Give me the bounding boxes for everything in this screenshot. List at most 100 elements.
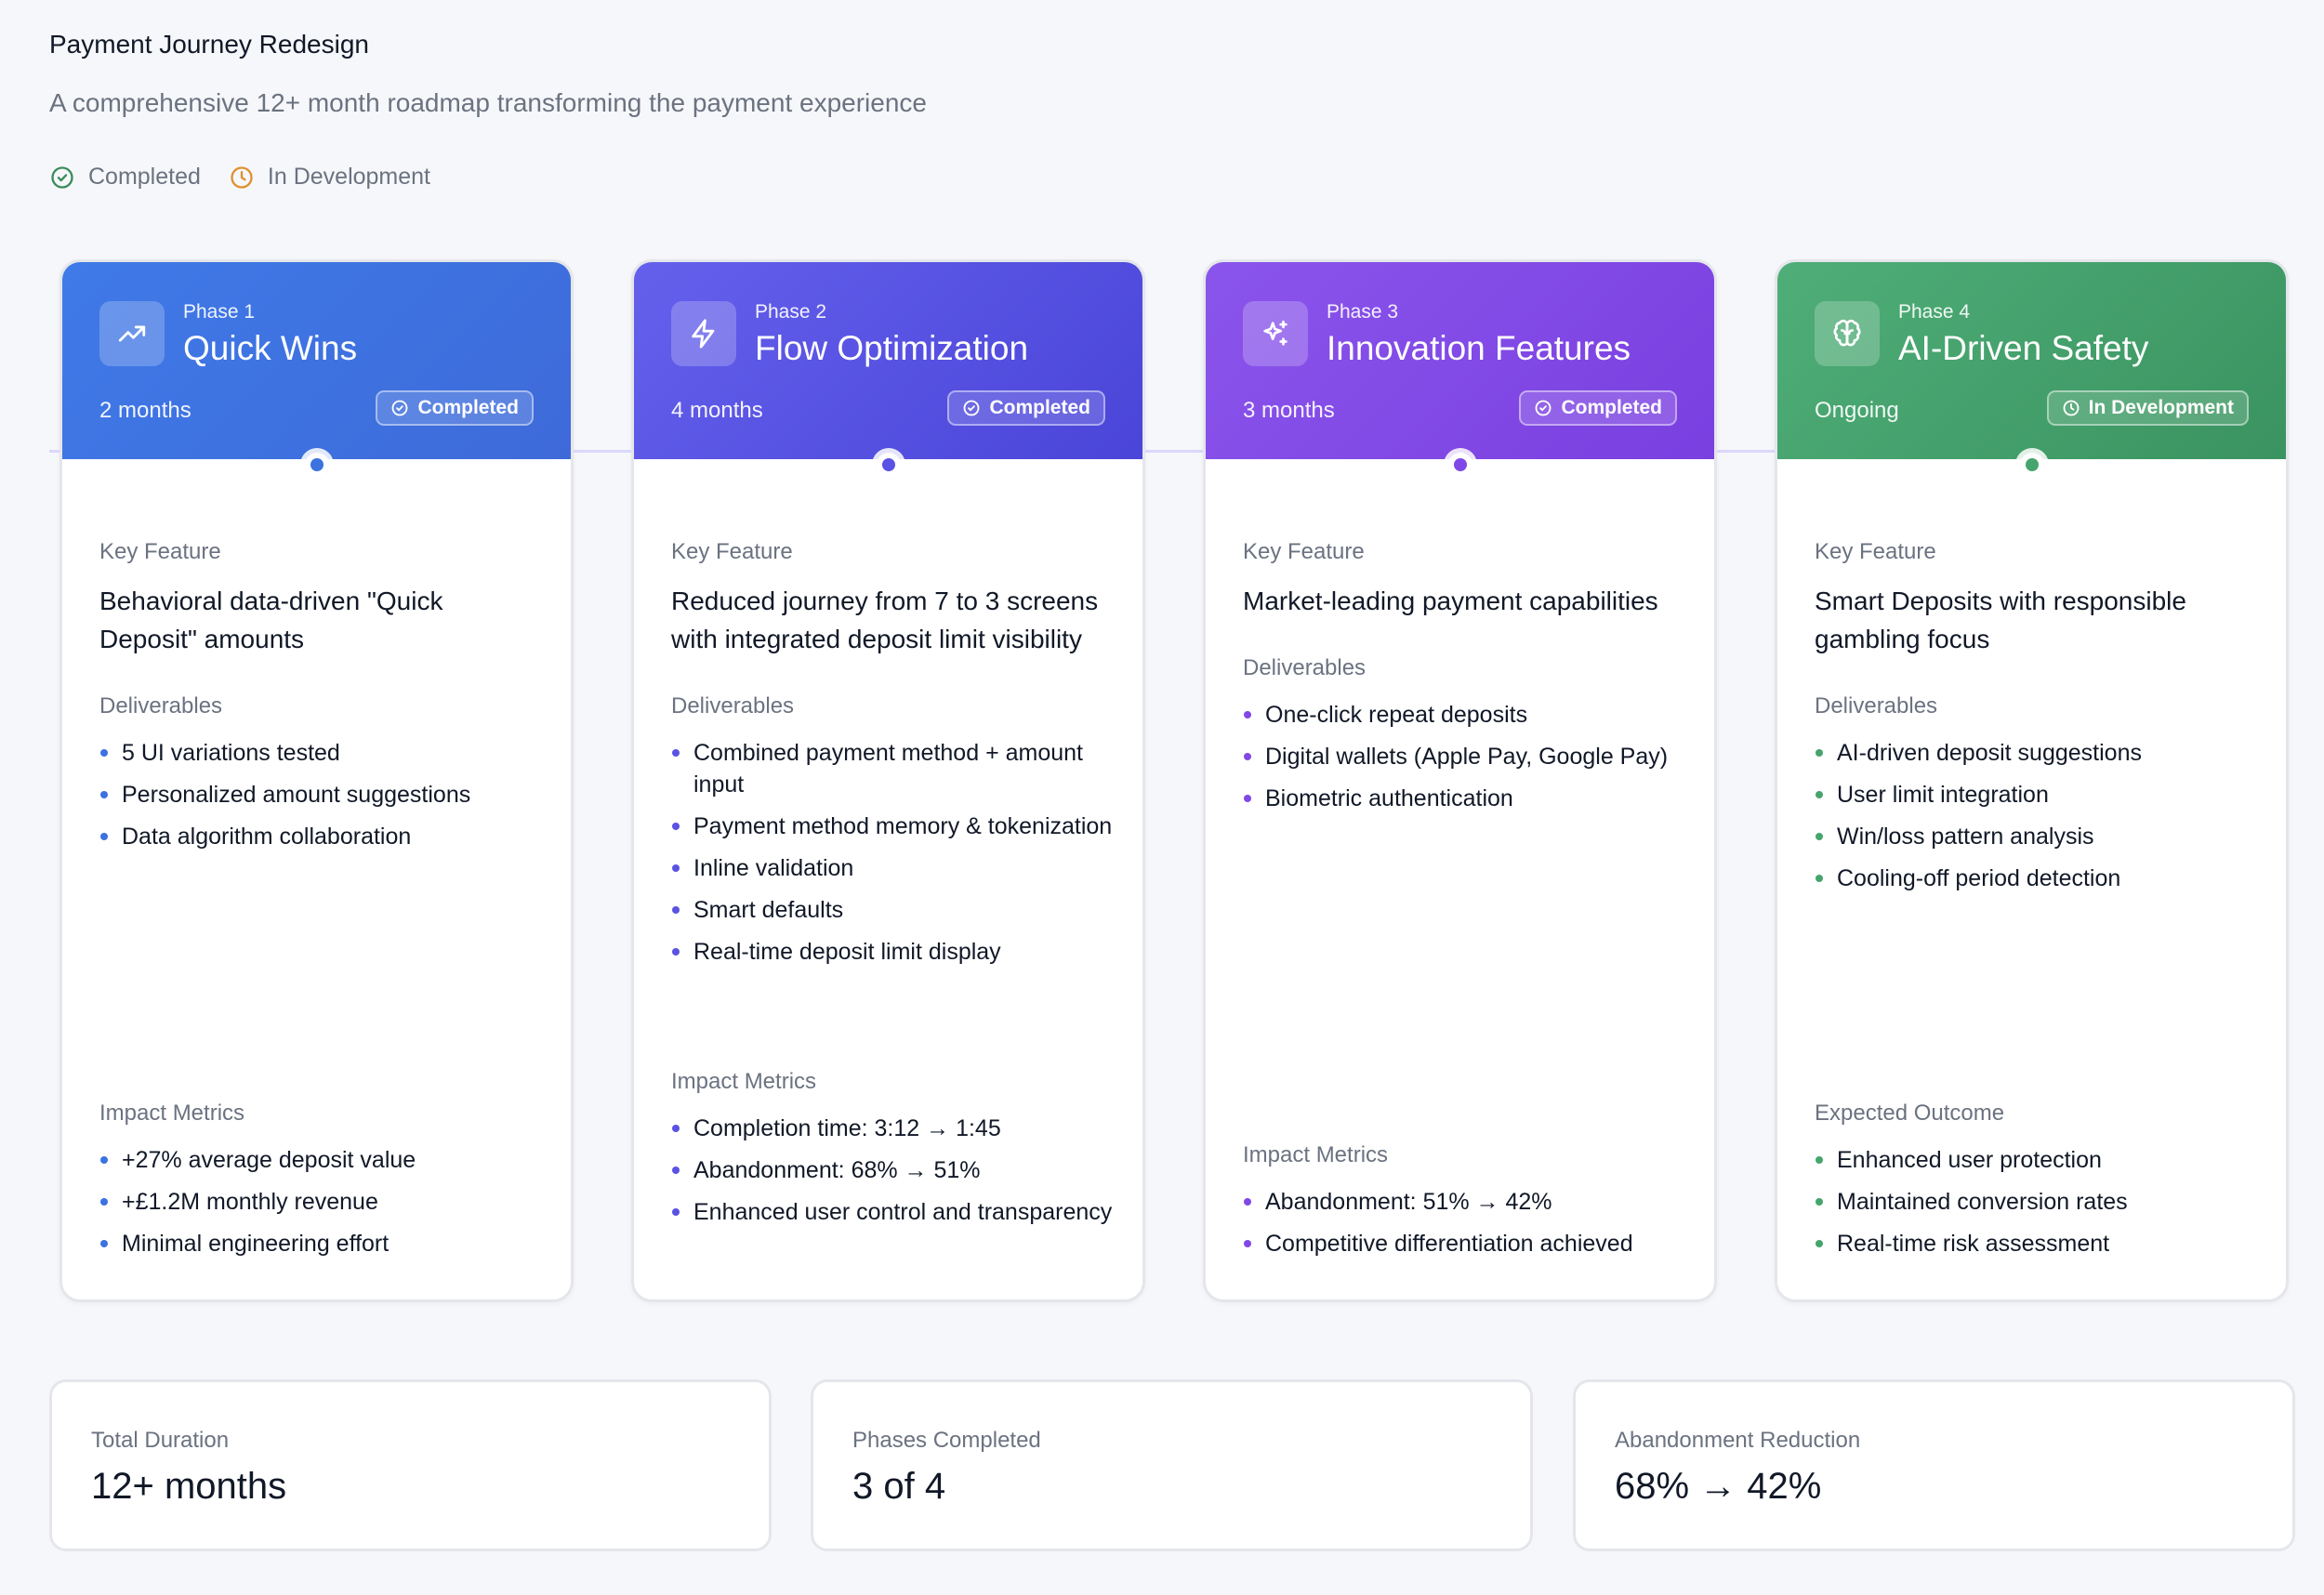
bullet-icon (672, 1208, 680, 1216)
metric-item: Maintained conversion rates (1815, 1186, 2270, 1218)
key-feature-label: Key Feature (99, 539, 221, 564)
deliverables-list: Combined payment method + amount input Pa… (671, 737, 1127, 978)
item-text: Combined payment method + amount input (693, 740, 1083, 798)
phase-duration: 2 months (99, 398, 191, 423)
item-text: Competitive differentiation achieved (1265, 1231, 1633, 1257)
status-badge-label: Completed (1561, 397, 1662, 418)
deliverable-item: Smart defaults (671, 894, 1127, 926)
timeline-dot (1447, 453, 1472, 477)
stat-abandonment-reduction: Abandonment Reduction 68% → 42% (1573, 1379, 2295, 1551)
check-circle-icon (392, 400, 408, 416)
item-text: Personalized amount suggestions (122, 782, 471, 808)
stat-value: 68% → 42% (1615, 1466, 1822, 1507)
deliverable-item: User limit integration (1815, 779, 2270, 811)
key-feature-label: Key Feature (1815, 539, 1936, 564)
metric-item: Real-time risk assessment (1815, 1228, 2270, 1259)
item-text: Data algorithm collaboration (122, 824, 412, 850)
item-text: +27% average deposit value (122, 1147, 416, 1173)
item-text: 5 UI variations tested (122, 740, 340, 766)
item-text: Cooling-off period detection (1837, 865, 2121, 891)
metric-item: Minimal engineering effort (99, 1228, 555, 1259)
deliverables-label: Deliverables (1815, 693, 1938, 718)
phase-card-2: Phase 2 Flow Optimization 4 months Compl… (631, 259, 1145, 1302)
status-badge: In Development (2046, 390, 2249, 426)
stat-value: 12+ months (91, 1466, 287, 1507)
item-text: Smart defaults (693, 897, 844, 923)
trending-up-icon (99, 301, 165, 366)
legend-in-development-label: In Development (267, 164, 431, 190)
bullet-icon (1244, 1240, 1251, 1247)
bullet-icon (1244, 711, 1251, 718)
item-text: Completion time: 3:12 → 1:45 (693, 1115, 1001, 1141)
brain-icon (1815, 301, 1880, 366)
phase-title: AI-Driven Safety (1898, 329, 2149, 367)
stat-label: Total Duration (91, 1428, 230, 1453)
phase-title: Quick Wins (183, 329, 358, 367)
phase-title: Flow Optimization (755, 329, 1029, 367)
deliverable-item: Combined payment method + amount input (671, 737, 1127, 800)
item-text: Abandonment: 51% → 42% (1265, 1189, 1552, 1215)
metric-item: Enhanced user control and transparency (671, 1196, 1127, 1228)
item-text: AI-driven deposit suggestions (1837, 740, 2142, 766)
phase-number: Phase 2 (755, 301, 827, 323)
metrics-label: Impact Metrics (99, 1101, 245, 1126)
item-text: Win/loss pattern analysis (1837, 824, 2094, 850)
deliverable-item: Biometric authentication (1243, 783, 1698, 814)
bullet-icon (1816, 749, 1823, 757)
phase-header: Phase 2 Flow Optimization 4 months Compl… (634, 262, 1142, 459)
metrics-list: +27% average deposit value +£1.2M monthly… (99, 1144, 555, 1270)
deliverables-list: AI-driven deposit suggestions User limit … (1815, 737, 2270, 904)
item-text: Biometric authentication (1265, 785, 1513, 811)
legend-completed-label: Completed (88, 164, 201, 190)
deliverable-item: Digital wallets (Apple Pay, Google Pay) (1243, 741, 1698, 772)
bullet-icon (672, 1125, 680, 1132)
item-text: Payment method memory & tokenization (693, 813, 1113, 839)
bullet-icon (1816, 1198, 1823, 1206)
status-badge: Completed (947, 390, 1105, 426)
item-text: Abandonment: 68% → 51% (693, 1157, 981, 1183)
phase-number: Phase 1 (183, 301, 256, 323)
status-badge-label: In Development (2088, 397, 2234, 418)
outcome-label: Expected Outcome (1815, 1101, 2005, 1126)
stat-total-duration: Total Duration 12+ months (49, 1379, 772, 1551)
item-text: Minimal engineering effort (122, 1231, 390, 1257)
deliverable-item: Data algorithm collaboration (99, 821, 555, 852)
status-badge: Completed (376, 390, 534, 426)
phase-duration: Ongoing (1815, 398, 1899, 423)
phase-header: Phase 4 AI-Driven Safety Ongoing In Deve… (1777, 262, 2286, 459)
key-feature-label: Key Feature (671, 539, 793, 564)
item-text: Enhanced user control and transparency (693, 1199, 1113, 1225)
bullet-icon (100, 791, 108, 798)
bullet-icon (1816, 791, 1823, 798)
timeline-dot (2019, 453, 2044, 477)
key-feature: Market-leading payment capabilities (1243, 587, 1658, 615)
deliverables-label: Deliverables (671, 693, 795, 718)
bullet-icon (672, 948, 680, 956)
stat-label: Phases Completed (852, 1428, 1041, 1453)
phase-header: Phase 3 Innovation Features 3 months Com… (1206, 262, 1714, 459)
phase-header: Phase 1 Quick Wins 2 months Completed (62, 262, 571, 459)
stat-label: Abandonment Reduction (1615, 1428, 1861, 1453)
status-badge: Completed (1519, 390, 1677, 426)
deliverable-item: 5 UI variations tested (99, 737, 555, 769)
deliverable-item: Payment method memory & tokenization (671, 811, 1127, 842)
bullet-icon (1816, 1156, 1823, 1164)
item-text: Real-time risk assessment (1837, 1231, 2110, 1257)
bullet-icon (672, 864, 680, 872)
metric-item: +£1.2M monthly revenue (99, 1186, 555, 1218)
item-text: Maintained conversion rates (1837, 1189, 2128, 1215)
deliverables-label: Deliverables (99, 693, 223, 718)
clock-icon (231, 165, 253, 189)
check-circle-icon (51, 165, 73, 189)
page-subtitle: A comprehensive 12+ month roadmap transf… (49, 88, 927, 117)
status-badge-label: Completed (989, 397, 1090, 418)
item-text: Enhanced user protection (1837, 1147, 2102, 1173)
deliverables-list: One-click repeat deposits Digital wallets… (1243, 699, 1698, 824)
legend-completed: Completed (49, 164, 201, 191)
timeline-line (49, 450, 2275, 453)
metric-item: Completion time: 3:12 → 1:45 (671, 1113, 1127, 1144)
phase-card-1: Phase 1 Quick Wins 2 months Completed Ke… (59, 259, 574, 1302)
metric-item: +27% average deposit value (99, 1144, 555, 1176)
item-text: Inline validation (693, 855, 854, 881)
bullet-icon (100, 1240, 108, 1247)
